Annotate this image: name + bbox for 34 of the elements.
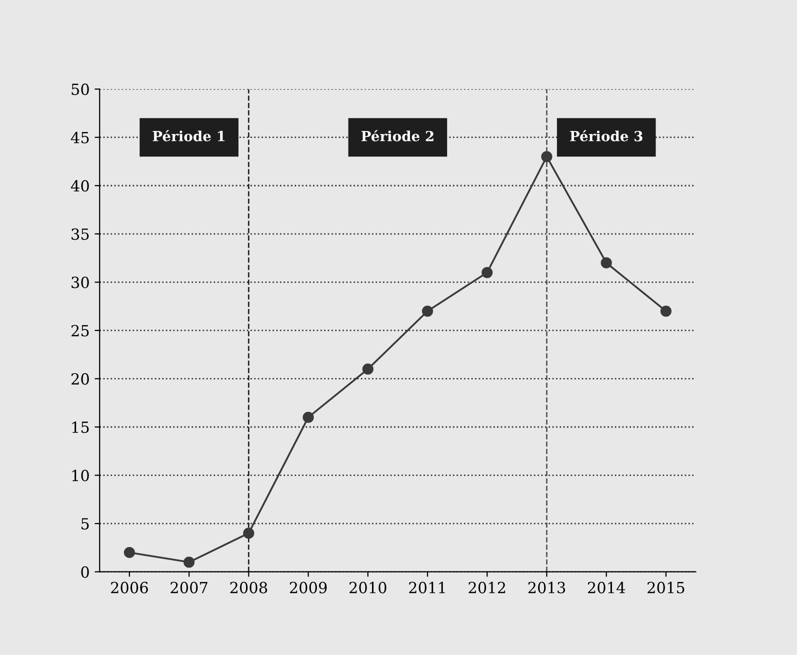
y-tick-label: 50 — [72, 84, 89, 96]
y-tick-label: 30 — [72, 276, 89, 288]
x-tick-label: 2013 — [528, 582, 566, 594]
y-tick-label: 25 — [72, 324, 89, 336]
y-tick-label: 45 — [70, 132, 89, 144]
y-tick-label: 5 — [81, 518, 89, 530]
x-tick-label: 2006 — [111, 582, 148, 594]
x-tick-label: 2012 — [468, 582, 506, 594]
point — [243, 528, 254, 539]
x-tick-label: 2011 — [409, 582, 445, 594]
point — [660, 306, 672, 317]
y-tick-label: 40 — [70, 180, 89, 192]
y-tick-label: 20 — [72, 373, 89, 385]
y-tick-label: 15 — [72, 421, 89, 434]
x-tick-label: 2010 — [349, 582, 386, 594]
point — [362, 364, 374, 375]
annotation: Période 1 — [152, 130, 225, 142]
point — [422, 306, 434, 317]
point — [124, 546, 135, 558]
x-tick-label: 2015 — [648, 582, 684, 594]
y-tick-label: 10 — [72, 470, 89, 482]
point — [302, 412, 314, 423]
x-tick-label: 2014 — [588, 582, 626, 594]
x-tick-label: 2008 — [230, 582, 268, 594]
y-tick-label: 35 — [72, 228, 89, 240]
annotation: Période 3 — [570, 130, 642, 142]
annotation: Période 2 — [361, 130, 434, 142]
y-tick-label: 0 — [81, 566, 89, 578]
point — [482, 266, 493, 278]
point — [541, 151, 552, 162]
point — [600, 257, 612, 268]
x-tick-label: 2009 — [290, 582, 327, 594]
x-tick-label: 2007 — [170, 582, 208, 594]
point — [183, 556, 195, 568]
